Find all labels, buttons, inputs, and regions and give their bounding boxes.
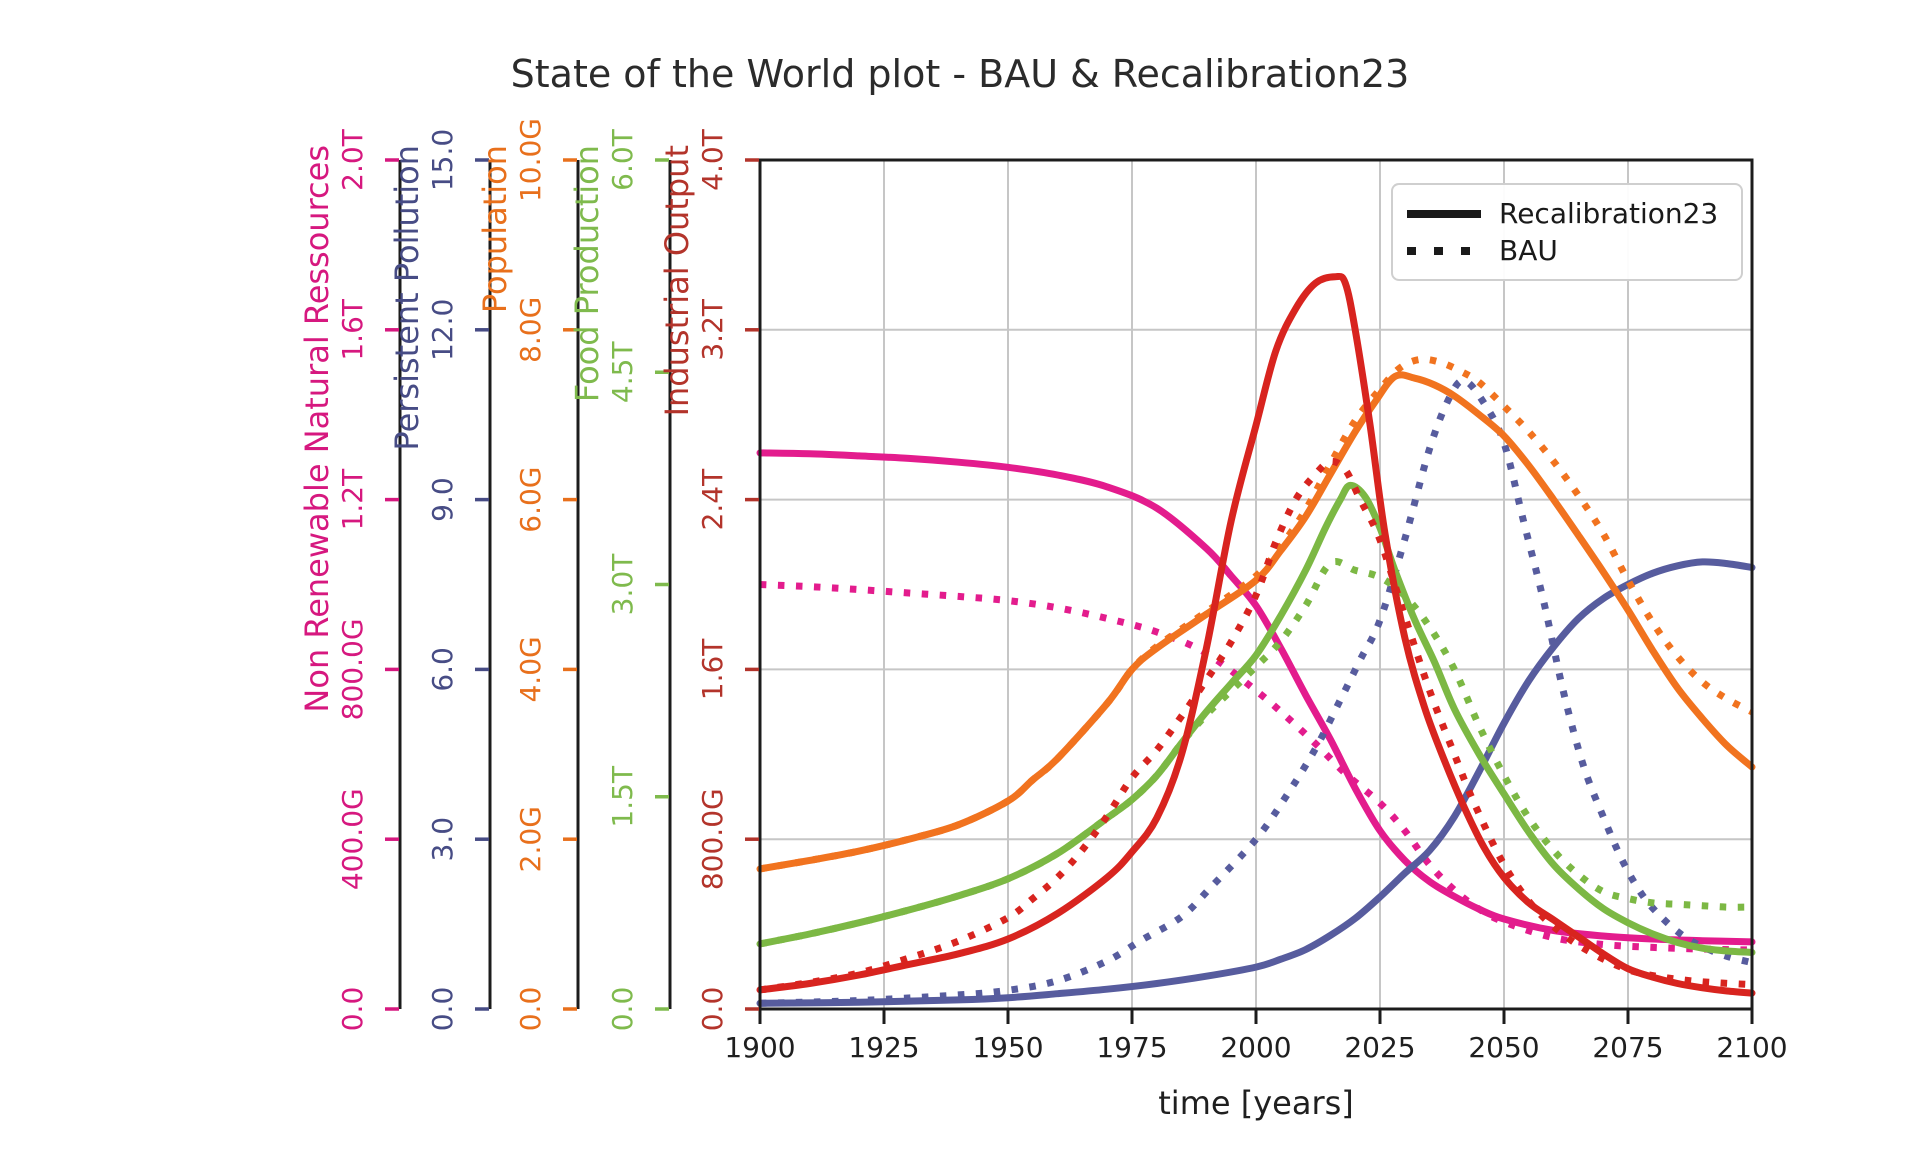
y-tick-label-nrnr: 1.6T <box>336 298 369 361</box>
x-axis: 1900 1925 1950 1975 2000 2025 2050 2075 2100 <box>724 1010 1788 1064</box>
y-tick-label-population: 10.0G <box>514 118 547 202</box>
series-nrnr-dotted <box>759 581 1753 954</box>
y-tick-label-food: 3.0T <box>606 553 639 616</box>
y-tick-label-industrial: 800.0G <box>696 788 729 890</box>
y-tick-label-population: 8.0G <box>514 297 547 363</box>
legend-item-recalibration23: Recalibration23 <box>1407 197 1727 230</box>
y-tick-label-pollution: 0.0 <box>426 987 459 1032</box>
y-tick-label-pollution: 6.0 <box>426 647 459 692</box>
y-tick-label-population: 0.0 <box>514 987 547 1032</box>
y-tick-label-industrial: 0.0 <box>696 987 729 1032</box>
legend-solid-line-sample <box>1407 209 1481 218</box>
y-tick-label-pollution: 12.0 <box>426 299 459 361</box>
y-tick-label-population: 4.0G <box>514 636 547 702</box>
series-industrial-solid <box>756 272 1756 997</box>
series-pollution-solid <box>756 558 1756 1007</box>
y-axis-label-population: Population <box>476 145 514 313</box>
y-axis-label-pollution: Persistent Pollution <box>388 145 426 451</box>
x-tick-label: 2000 <box>1220 1031 1291 1064</box>
x-tick-label: 1900 <box>724 1031 795 1064</box>
y-tick-label-nrnr: 800.0G <box>336 618 369 720</box>
y-tick-label-pollution: 9.0 <box>426 477 459 522</box>
y-axis-label-industrial: Industrial Output <box>658 145 696 416</box>
legend-dotted-line-sample <box>1407 246 1481 255</box>
y-tick-label-nrnr: 2.0T <box>336 128 369 191</box>
x-tick-label: 1975 <box>1096 1031 1167 1064</box>
series-food-dotted <box>759 558 1753 948</box>
y-tick-label-pollution: 3.0 <box>426 817 459 862</box>
y-tick-label-food: 6.0T <box>606 128 639 191</box>
y-tick-label-industrial: 2.4T <box>696 468 729 531</box>
x-tick-label: 2100 <box>1716 1031 1787 1064</box>
x-tick-label: 2050 <box>1468 1031 1539 1064</box>
y-tick-label-food: 1.5T <box>606 765 639 828</box>
y-tick-label-food: 4.5T <box>606 341 639 404</box>
data-series-group <box>756 272 1756 1007</box>
y-tick-label-nrnr: 0.0 <box>336 987 369 1032</box>
y-axis-label-nrnr: Non Renewable Natural Ressources <box>298 145 336 713</box>
y-tick-label-nrnr: 1.2T <box>336 468 369 531</box>
plot-frame <box>758 158 1754 1011</box>
x-tick-label: 1925 <box>848 1031 919 1064</box>
y-tick-label-industrial: 3.2T <box>696 298 729 361</box>
x-tick-label: 2025 <box>1344 1031 1415 1064</box>
y-tick-label-population: 6.0G <box>514 466 547 532</box>
y-axis-label-food: Food Production <box>568 145 606 402</box>
series-pollution-dotted <box>759 377 1753 1007</box>
x-axis-title: time [years] <box>1158 1084 1354 1122</box>
series-industrial-dotted <box>759 457 1753 994</box>
x-tick-label: 2075 <box>1592 1031 1663 1064</box>
chart-title: State of the World plot - BAU & Recalibr… <box>510 52 1410 96</box>
legend-box: Recalibration23 BAU <box>1391 183 1743 281</box>
y-tick-label-nrnr: 400.0G <box>336 788 369 890</box>
legend-label-bau: BAU <box>1499 234 1558 267</box>
series-population-dotted <box>759 355 1754 873</box>
y-tick-label-industrial: 4.0T <box>696 128 729 191</box>
y-tick-label-population: 2.0G <box>514 806 547 872</box>
grid-lines <box>760 160 1752 1009</box>
legend-label-recalibration23: Recalibration23 <box>1499 197 1719 230</box>
x-tick-label: 1950 <box>972 1031 1043 1064</box>
y-tick-label-pollution: 15.0 <box>426 129 459 191</box>
y-tick-label-industrial: 1.6T <box>696 638 729 701</box>
series-population-solid <box>756 371 1756 873</box>
legend-item-bau: BAU <box>1407 234 1727 267</box>
series-nrnr-solid <box>756 449 1756 946</box>
y-tick-label-food: 0.0 <box>606 987 639 1032</box>
